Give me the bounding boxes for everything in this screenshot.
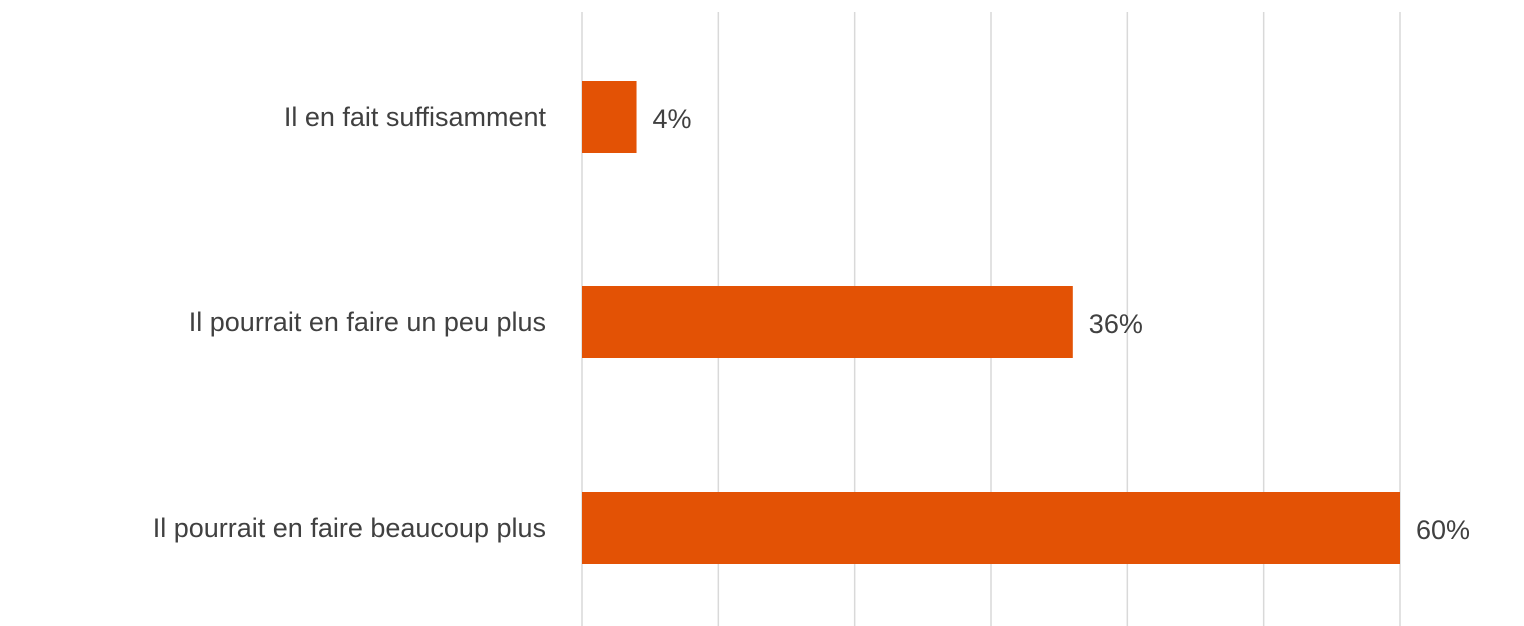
bar-1 (582, 81, 637, 153)
bar-2 (582, 286, 1073, 358)
bars (582, 81, 1400, 564)
category-label-1: Il en fait suffisamment (284, 102, 547, 132)
data-label-1: 4% (653, 104, 692, 134)
bar-3 (582, 492, 1400, 564)
data-labels: 4% 36% 60% (653, 104, 1471, 545)
category-label-2: Il pourrait en faire un peu plus (189, 307, 546, 337)
data-label-3: 60% (1416, 515, 1470, 545)
category-label-3: Il pourrait en faire beaucoup plus (153, 513, 546, 543)
category-labels: Il en fait suffisamment Il pourrait en fa… (153, 102, 547, 543)
data-label-2: 36% (1089, 309, 1143, 339)
